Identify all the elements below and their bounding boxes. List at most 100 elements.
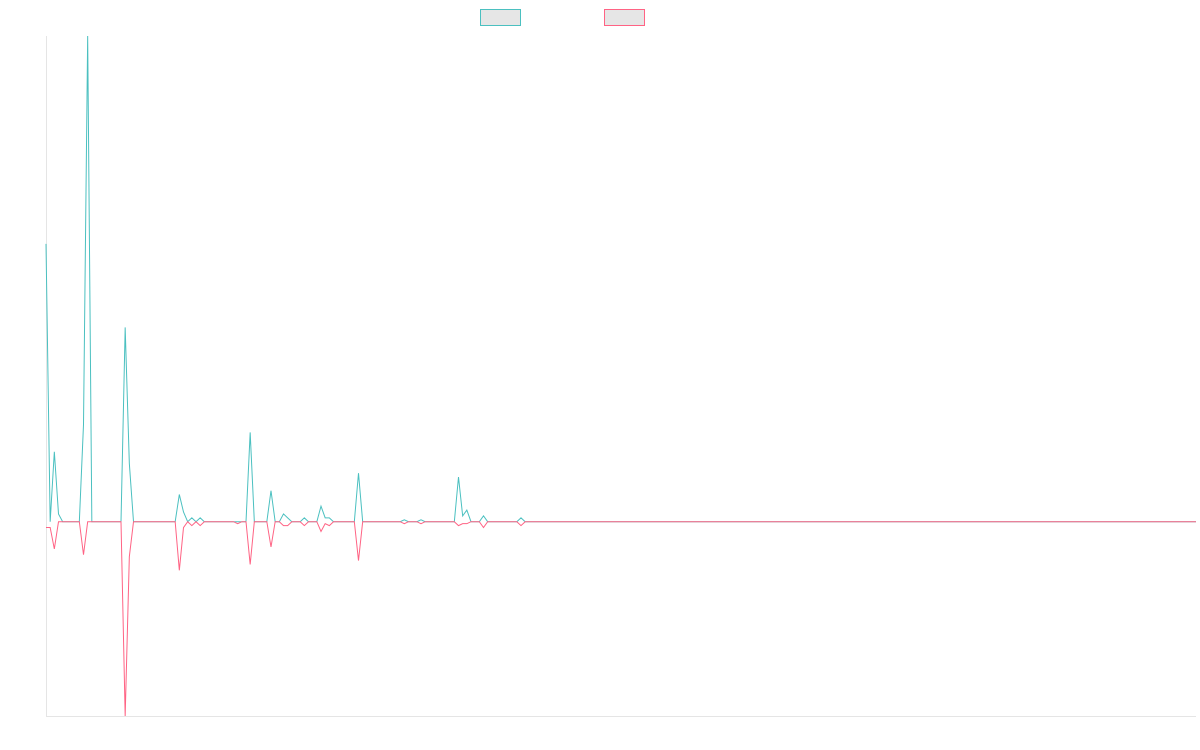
series-2-point[interactable]: [190, 524, 194, 528]
series-2-point[interactable]: [486, 520, 490, 524]
legend-swatch-series-2[interactable]: [604, 9, 645, 26]
legend-swatch-series-1[interactable]: [480, 9, 521, 26]
series-2-point[interactable]: [382, 520, 386, 524]
series-2-point[interactable]: [115, 520, 119, 524]
series-1-point[interactable]: [302, 516, 306, 520]
series-2-point[interactable]: [265, 520, 269, 524]
series-2-point[interactable]: [357, 559, 361, 563]
series-1-point[interactable]: [457, 475, 461, 479]
series-2-point[interactable]: [86, 520, 90, 524]
series-2-point[interactable]: [248, 562, 252, 566]
series-1-point[interactable]: [177, 493, 181, 497]
series-2-point[interactable]: [165, 520, 169, 524]
series-2-point[interactable]: [123, 714, 127, 718]
series-2-point[interactable]: [415, 520, 419, 524]
series-2-point[interactable]: [290, 520, 294, 524]
series-2-point[interactable]: [536, 520, 540, 524]
series-2-point[interactable]: [73, 520, 77, 524]
series-2-point[interactable]: [77, 520, 81, 524]
series-2-point[interactable]: [286, 524, 290, 528]
series-2-point[interactable]: [394, 520, 398, 524]
series-2-point[interactable]: [90, 520, 94, 524]
series-1-point[interactable]: [52, 450, 56, 454]
series-1-point[interactable]: [461, 514, 465, 518]
series-2-point[interactable]: [207, 520, 211, 524]
series-1-point[interactable]: [82, 423, 86, 427]
series-1-point[interactable]: [198, 516, 202, 520]
series-2-point[interactable]: [240, 520, 244, 524]
series-2-point[interactable]: [348, 520, 352, 524]
series-2-point[interactable]: [373, 520, 377, 524]
series-2-point[interactable]: [423, 520, 427, 524]
series-2-point[interactable]: [48, 526, 52, 530]
legend-item-series-1[interactable]: [480, 9, 521, 26]
series-2-point[interactable]: [261, 520, 265, 524]
series-2-point[interactable]: [219, 520, 223, 524]
series-2-point[interactable]: [532, 520, 536, 524]
series-2-point[interactable]: [523, 520, 527, 524]
series-1-point[interactable]: [286, 516, 290, 520]
series-2-point[interactable]: [277, 520, 281, 524]
series-2-point[interactable]: [432, 520, 436, 524]
series-line-1[interactable]: [45, 35, 1196, 523]
series-2-point[interactable]: [323, 522, 327, 526]
legend-item-series-2[interactable]: [604, 9, 645, 26]
series-2-point[interactable]: [311, 520, 315, 524]
series-2-point[interactable]: [544, 520, 548, 524]
series-2-point[interactable]: [477, 520, 481, 524]
series-2-point[interactable]: [315, 520, 319, 524]
series-2-point[interactable]: [65, 520, 69, 524]
series-2-point[interactable]: [302, 524, 306, 528]
series-1-point[interactable]: [48, 520, 52, 524]
series-2-point[interactable]: [107, 520, 111, 524]
series-2-point[interactable]: [52, 547, 56, 551]
series-2-point[interactable]: [182, 526, 186, 530]
series-2-point[interactable]: [257, 520, 261, 524]
series-2-point[interactable]: [194, 520, 198, 524]
series-2-point[interactable]: [319, 529, 323, 533]
series-2-point[interactable]: [377, 520, 381, 524]
series-2-point[interactable]: [515, 520, 519, 524]
series-2-point[interactable]: [336, 520, 340, 524]
series-2-point[interactable]: [215, 520, 219, 524]
series-2-point[interactable]: [457, 524, 461, 528]
series-2-point[interactable]: [444, 520, 448, 524]
series-2-point[interactable]: [252, 520, 256, 524]
series-1-point[interactable]: [248, 430, 252, 434]
series-2-point[interactable]: [152, 520, 156, 524]
series-2-point[interactable]: [365, 520, 369, 524]
series-2-point[interactable]: [494, 520, 498, 524]
series-1-point[interactable]: [190, 516, 194, 520]
series-2-point[interactable]: [402, 522, 406, 526]
series-2-point[interactable]: [177, 568, 181, 572]
series-2-point[interactable]: [44, 526, 48, 530]
series-2-point[interactable]: [169, 520, 173, 524]
series-2-point[interactable]: [173, 520, 177, 524]
series-2-point[interactable]: [461, 522, 465, 526]
series-2-point[interactable]: [102, 520, 106, 524]
series-2-point[interactable]: [498, 520, 502, 524]
series-1-point[interactable]: [323, 516, 327, 520]
series-2-point[interactable]: [211, 520, 215, 524]
series-2-point[interactable]: [202, 520, 206, 524]
series-2-point[interactable]: [507, 520, 511, 524]
series-2-point[interactable]: [127, 555, 131, 559]
series-2-point[interactable]: [198, 524, 202, 528]
series-line-2[interactable]: [46, 520, 1196, 717]
series-1-point[interactable]: [482, 514, 486, 518]
series-2-point[interactable]: [490, 520, 494, 524]
series-2-point[interactable]: [273, 520, 277, 524]
series-2-point[interactable]: [132, 520, 136, 524]
series-2-point[interactable]: [469, 520, 473, 524]
series-2-point[interactable]: [282, 524, 286, 528]
series-1-point[interactable]: [282, 512, 286, 516]
series-2-point[interactable]: [440, 520, 444, 524]
series-2-point[interactable]: [502, 520, 506, 524]
series-2-point[interactable]: [161, 520, 165, 524]
series-2-point[interactable]: [136, 520, 140, 524]
series-1-point[interactable]: [86, 34, 90, 38]
series-2-point[interactable]: [411, 520, 415, 524]
series-1-point[interactable]: [57, 512, 61, 516]
series-1-point[interactable]: [402, 518, 406, 522]
series-2-point[interactable]: [519, 524, 523, 528]
